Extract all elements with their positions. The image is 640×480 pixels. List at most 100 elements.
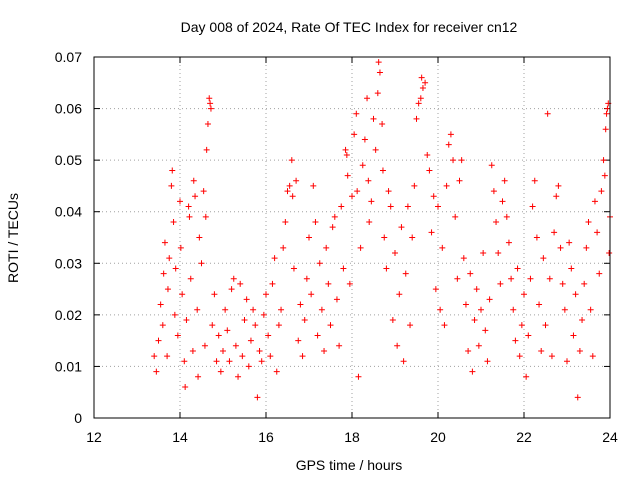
data-point xyxy=(267,353,274,360)
data-point xyxy=(155,337,162,344)
data-point xyxy=(247,337,254,344)
data-point xyxy=(458,157,465,164)
data-point xyxy=(366,219,373,226)
y-tick-label: 0.01 xyxy=(55,358,82,374)
data-point xyxy=(576,347,583,354)
data-point xyxy=(411,182,418,189)
data-point xyxy=(585,219,592,226)
data-point xyxy=(195,373,202,380)
data-point xyxy=(574,394,581,401)
data-point xyxy=(361,136,368,143)
data-point xyxy=(213,358,220,365)
data-point xyxy=(164,353,171,360)
data-point xyxy=(151,353,158,360)
data-point xyxy=(159,322,166,329)
data-points xyxy=(151,59,613,401)
data-point xyxy=(286,182,293,189)
data-point xyxy=(385,188,392,195)
data-point xyxy=(394,342,401,349)
data-point xyxy=(243,296,250,303)
data-point xyxy=(228,286,235,293)
data-point xyxy=(282,219,289,226)
data-point xyxy=(333,296,340,303)
data-point xyxy=(533,234,540,241)
data-point xyxy=(310,182,317,189)
data-point xyxy=(396,291,403,298)
data-point xyxy=(548,353,555,360)
grid-lines xyxy=(94,57,610,418)
data-point xyxy=(314,332,321,339)
data-point xyxy=(430,193,437,200)
data-point xyxy=(598,188,605,195)
data-point xyxy=(475,342,482,349)
x-tick-label: 12 xyxy=(86,429,102,445)
data-point xyxy=(387,203,394,210)
data-point xyxy=(183,317,190,324)
data-point xyxy=(383,265,390,272)
data-point xyxy=(340,265,347,272)
data-point xyxy=(325,280,332,287)
data-point xyxy=(220,347,226,354)
data-point xyxy=(527,275,534,282)
data-point xyxy=(603,110,610,117)
data-point xyxy=(160,270,167,277)
data-point xyxy=(265,332,272,339)
data-point xyxy=(232,342,239,349)
data-point xyxy=(194,306,201,313)
data-point xyxy=(179,291,186,298)
data-point xyxy=(389,317,396,324)
data-point xyxy=(327,322,334,329)
data-point xyxy=(273,368,280,375)
data-point xyxy=(544,110,551,117)
data-point xyxy=(439,244,446,251)
data-point xyxy=(606,249,613,256)
y-tick-label: 0 xyxy=(74,410,82,426)
data-point xyxy=(336,342,343,349)
data-point xyxy=(275,322,282,329)
data-point xyxy=(204,121,211,128)
data-point xyxy=(493,219,500,226)
data-point xyxy=(462,301,469,308)
data-point xyxy=(203,146,210,153)
data-point xyxy=(505,239,512,246)
data-point xyxy=(190,177,197,184)
data-point xyxy=(561,306,568,313)
data-point xyxy=(422,79,429,86)
data-point xyxy=(254,394,261,401)
data-point xyxy=(478,306,484,313)
data-point xyxy=(351,131,358,138)
data-point xyxy=(359,162,366,169)
data-point xyxy=(604,105,611,112)
data-point xyxy=(153,368,160,375)
data-point xyxy=(419,84,426,91)
data-point xyxy=(559,280,566,287)
data-point xyxy=(182,384,189,391)
data-point xyxy=(398,224,405,231)
data-point xyxy=(435,203,441,210)
data-point xyxy=(200,188,207,195)
data-point xyxy=(553,193,560,200)
data-point xyxy=(400,358,407,365)
data-point xyxy=(555,182,562,189)
data-point xyxy=(417,95,424,102)
data-point xyxy=(207,100,214,107)
data-point xyxy=(301,317,308,324)
data-point xyxy=(357,244,364,251)
data-point xyxy=(503,213,510,220)
data-point xyxy=(579,317,586,324)
data-point xyxy=(222,306,229,313)
data-point xyxy=(564,358,570,365)
data-point xyxy=(379,167,386,174)
data-point xyxy=(260,311,267,318)
data-point xyxy=(572,291,579,298)
data-point xyxy=(187,275,194,282)
data-point xyxy=(471,317,478,324)
data-point xyxy=(566,239,573,246)
data-point xyxy=(331,213,338,220)
data-point xyxy=(546,275,553,282)
data-point xyxy=(409,234,416,241)
data-point xyxy=(293,177,300,184)
y-tick-labels: 0 0.01 0.02 0.03 0.04 0.05 0.06 0.07 xyxy=(55,49,82,426)
data-point xyxy=(235,373,242,380)
